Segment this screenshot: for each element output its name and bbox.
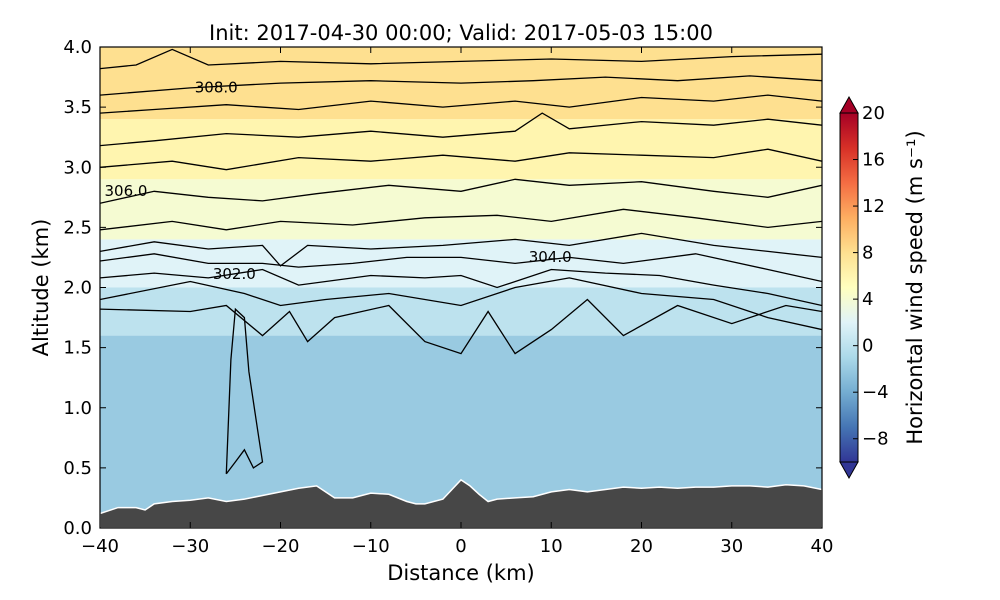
x-tick-label: −30: [171, 536, 209, 557]
y-tick-label: 0.0: [63, 518, 92, 539]
colorbar-gradient: [839, 112, 859, 463]
y-tick-label: 2.0: [63, 278, 92, 299]
colorbar: −8 −4 0 4 8 12 16 20: [839, 95, 889, 480]
x-tick-label: −20: [262, 536, 300, 557]
colorbar-tick-label: 12: [862, 196, 885, 217]
colorbar-tick-label: 4: [862, 289, 873, 310]
isentrope-line-0: [100, 298, 822, 355]
y-tick-label: 2.5: [63, 217, 92, 238]
x-tick-label: 0: [455, 536, 466, 557]
y-tick-label: 3.5: [63, 97, 92, 118]
isentrope-line-1: [100, 277, 822, 331]
wind-band-1: [100, 287, 822, 336]
colorbar-tick-label: −4: [862, 382, 889, 403]
x-tick-label: −40: [81, 536, 119, 557]
colorbar-title: Horizontal wind speed (m s⁻¹): [903, 130, 927, 444]
isentrope-line-8: [100, 112, 822, 147]
x-tick-label: 10: [540, 536, 563, 557]
isentrope-line-2: [100, 268, 822, 307]
colorbar-tick-label: 8: [862, 243, 873, 264]
contour-label-0: 308.0: [195, 79, 238, 97]
contour-label-1: 306.0: [105, 182, 148, 200]
x-tick-label: 30: [720, 536, 743, 557]
colorbar-tick-label: 0: [862, 336, 873, 357]
y-tick-label: 0.5: [63, 458, 92, 479]
plot-area: [100, 47, 822, 528]
y-axis-title: Altitude (km): [29, 219, 53, 357]
isentrope-line-5: [100, 208, 822, 231]
y-axis: 0.0 0.5 1.0 1.5 2.0 2.5 3.0 3.5 4.0: [63, 37, 822, 539]
isentrope-line-3: [100, 253, 822, 283]
isentrope-line-9: [100, 94, 822, 114]
x-tick-label: 20: [630, 536, 653, 557]
x-axis-title: Distance (km): [387, 561, 535, 585]
contour-labels: 308.0 306.0 304.0 302.0: [105, 79, 572, 283]
isentrope-line-4: [100, 232, 822, 267]
colorbar-extend-min: [839, 461, 859, 480]
colorbar-extend-max: [839, 95, 859, 114]
y-tick-label: 3.0: [63, 157, 92, 178]
isentrope-line-11: [100, 48, 822, 70]
colorbar-tick-label: 16: [862, 150, 885, 171]
contour-label-3: 302.0: [213, 265, 256, 283]
colorbar-tick-label: −8: [862, 429, 889, 450]
y-tick-label: 4.0: [63, 37, 92, 58]
isentrope-line-12: [225, 307, 264, 475]
x-axis: −40 −30 −20 −10 0 10 20 30 40: [81, 47, 833, 557]
wind-band-4: [100, 119, 822, 180]
terrain: [100, 478, 822, 528]
chart-title: Init: 2017-04-30 00:00; Valid: 2017-05-0…: [209, 21, 713, 45]
isentrope-line-7: [100, 148, 822, 171]
wind-speed-field: [100, 47, 822, 528]
contour-label-2: 304.0: [529, 248, 572, 266]
y-tick-label: 1.0: [63, 398, 92, 419]
wind-band-3: [100, 179, 822, 240]
isentrope-contours: [100, 48, 822, 475]
y-tick-label: 1.5: [63, 338, 92, 359]
terrain-shape: [100, 478, 822, 528]
x-tick-label: −10: [352, 536, 390, 557]
x-tick-label: 40: [811, 536, 834, 557]
isentrope-line-6: [100, 178, 822, 204]
colorbar-tick-label: 20: [862, 103, 885, 124]
isentrope-line-10: [100, 75, 822, 96]
